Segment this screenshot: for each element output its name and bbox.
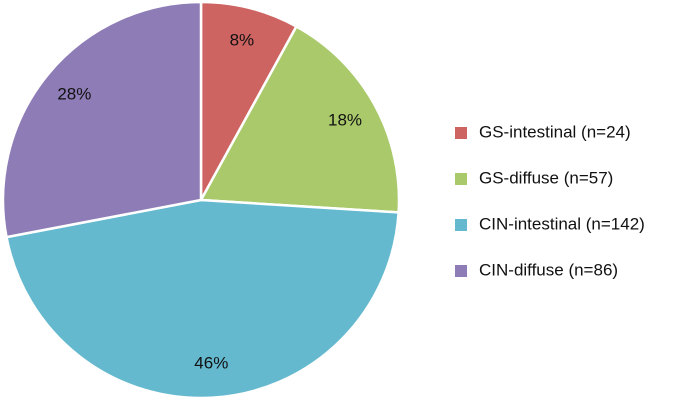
legend-swatch xyxy=(455,265,467,277)
pie-slice xyxy=(198,24,401,214)
data-label: 18% xyxy=(328,110,362,129)
pie-slice xyxy=(1,0,203,239)
data-label: 28% xyxy=(57,85,91,104)
data-label: 8% xyxy=(230,30,255,49)
legend-label: GS-diffuse (n=57) xyxy=(479,168,613,187)
legend-swatch xyxy=(455,127,467,139)
legend-swatch xyxy=(455,219,467,231)
legend-swatch xyxy=(455,173,467,185)
pie-slice xyxy=(5,198,400,400)
data-label: 46% xyxy=(194,354,228,373)
pie-slice xyxy=(199,0,299,201)
legend-label: GS-intestinal (n=24) xyxy=(479,122,631,141)
legend-label: CIN-intestinal (n=142) xyxy=(479,214,645,233)
legend-label: CIN-diffuse (n=86) xyxy=(479,260,618,279)
